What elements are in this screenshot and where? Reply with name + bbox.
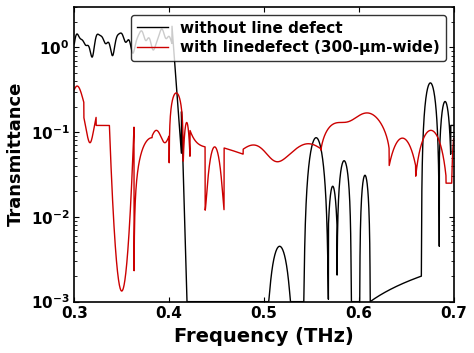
without line defect: [72, 42, 77, 46]
without line defect: [236, 300, 241, 304]
without line defect: [169, 24, 175, 28]
without line defect: [219, 300, 225, 304]
without line defect: [115, 32, 121, 37]
without line defect: [456, 123, 461, 127]
with linedefect (300-μm-wide): [138, 151, 144, 156]
with linedefect (300-μm-wide): [236, 150, 241, 155]
with linedefect (300-μm-wide): [72, 88, 77, 92]
with linedefect (300-μm-wide): [407, 144, 412, 148]
with linedefect (300-μm-wide): [448, 181, 454, 185]
without line defect: [138, 29, 144, 33]
with linedefect (300-μm-wide): [74, 84, 80, 88]
Line: without line defect: without line defect: [74, 26, 458, 302]
with linedefect (300-μm-wide): [456, 181, 461, 185]
Legend: without line defect, with linedefect (300-μm-wide): without line defect, with linedefect (30…: [131, 14, 446, 61]
Y-axis label: Transmittance: Transmittance: [7, 82, 25, 227]
without line defect: [184, 300, 190, 304]
with linedefect (300-μm-wide): [119, 289, 125, 293]
X-axis label: Frequency (THz): Frequency (THz): [174, 327, 354, 346]
with linedefect (300-μm-wide): [115, 276, 121, 280]
Line: with linedefect (300-μm-wide): with linedefect (300-μm-wide): [74, 86, 458, 291]
without line defect: [407, 279, 412, 283]
with linedefect (300-μm-wide): [219, 182, 225, 186]
without line defect: [448, 123, 454, 127]
